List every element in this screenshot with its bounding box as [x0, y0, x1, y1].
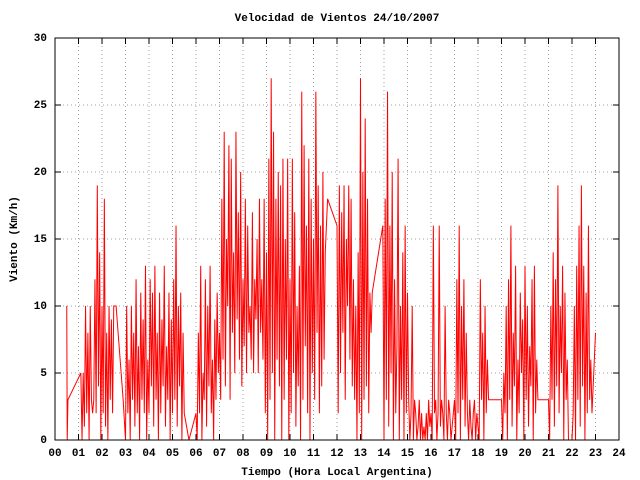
x-tick-label: 09	[260, 448, 273, 460]
x-tick-label: 15	[401, 448, 415, 460]
x-tick-label: 12	[330, 448, 343, 460]
x-tick-label: 04	[142, 448, 156, 460]
x-tick-label: 20	[518, 448, 531, 460]
y-tick-label: 25	[34, 100, 48, 112]
x-tick-label: 11	[307, 448, 321, 460]
x-tick-label: 16	[424, 448, 437, 460]
y-axis-label: Viento (Km/h)	[9, 196, 21, 282]
plot-frame	[54, 37, 620, 441]
y-tick-label: 20	[34, 167, 47, 179]
x-tick-label: 19	[495, 448, 508, 460]
x-axis-label: Tiempo (Hora Local Argentina)	[241, 467, 432, 479]
x-tick-label: 17	[448, 448, 461, 460]
y-tick-label: 0	[40, 435, 47, 447]
x-tick-label: 03	[119, 448, 133, 460]
line-series	[66, 78, 596, 441]
x-tick-label: 21	[542, 448, 556, 460]
x-tick-label: 06	[189, 448, 202, 460]
x-tick-label: 23	[589, 448, 603, 460]
x-tick-label: 14	[377, 448, 391, 460]
chart-title: Velocidad de Vientos 24/10/2007	[235, 13, 440, 25]
x-tick-label: 01	[72, 448, 86, 460]
y-tick-label: 5	[40, 368, 47, 380]
x-tick-label: 02	[95, 448, 108, 460]
x-tick-label: 13	[354, 448, 368, 460]
y-tick-label: 10	[34, 301, 47, 313]
y-tick-label: 30	[34, 33, 47, 45]
x-tick-label: 07	[213, 448, 226, 460]
x-tick-label: 05	[166, 448, 180, 460]
y-tick-label: 15	[34, 234, 48, 246]
x-tick-label: 24	[612, 448, 626, 460]
x-tick-label: 08	[236, 448, 250, 460]
x-tick-label: 22	[565, 448, 578, 460]
x-tick-label: 10	[283, 448, 296, 460]
x-tick-label: 18	[471, 448, 485, 460]
x-tick-label: 00	[48, 448, 61, 460]
